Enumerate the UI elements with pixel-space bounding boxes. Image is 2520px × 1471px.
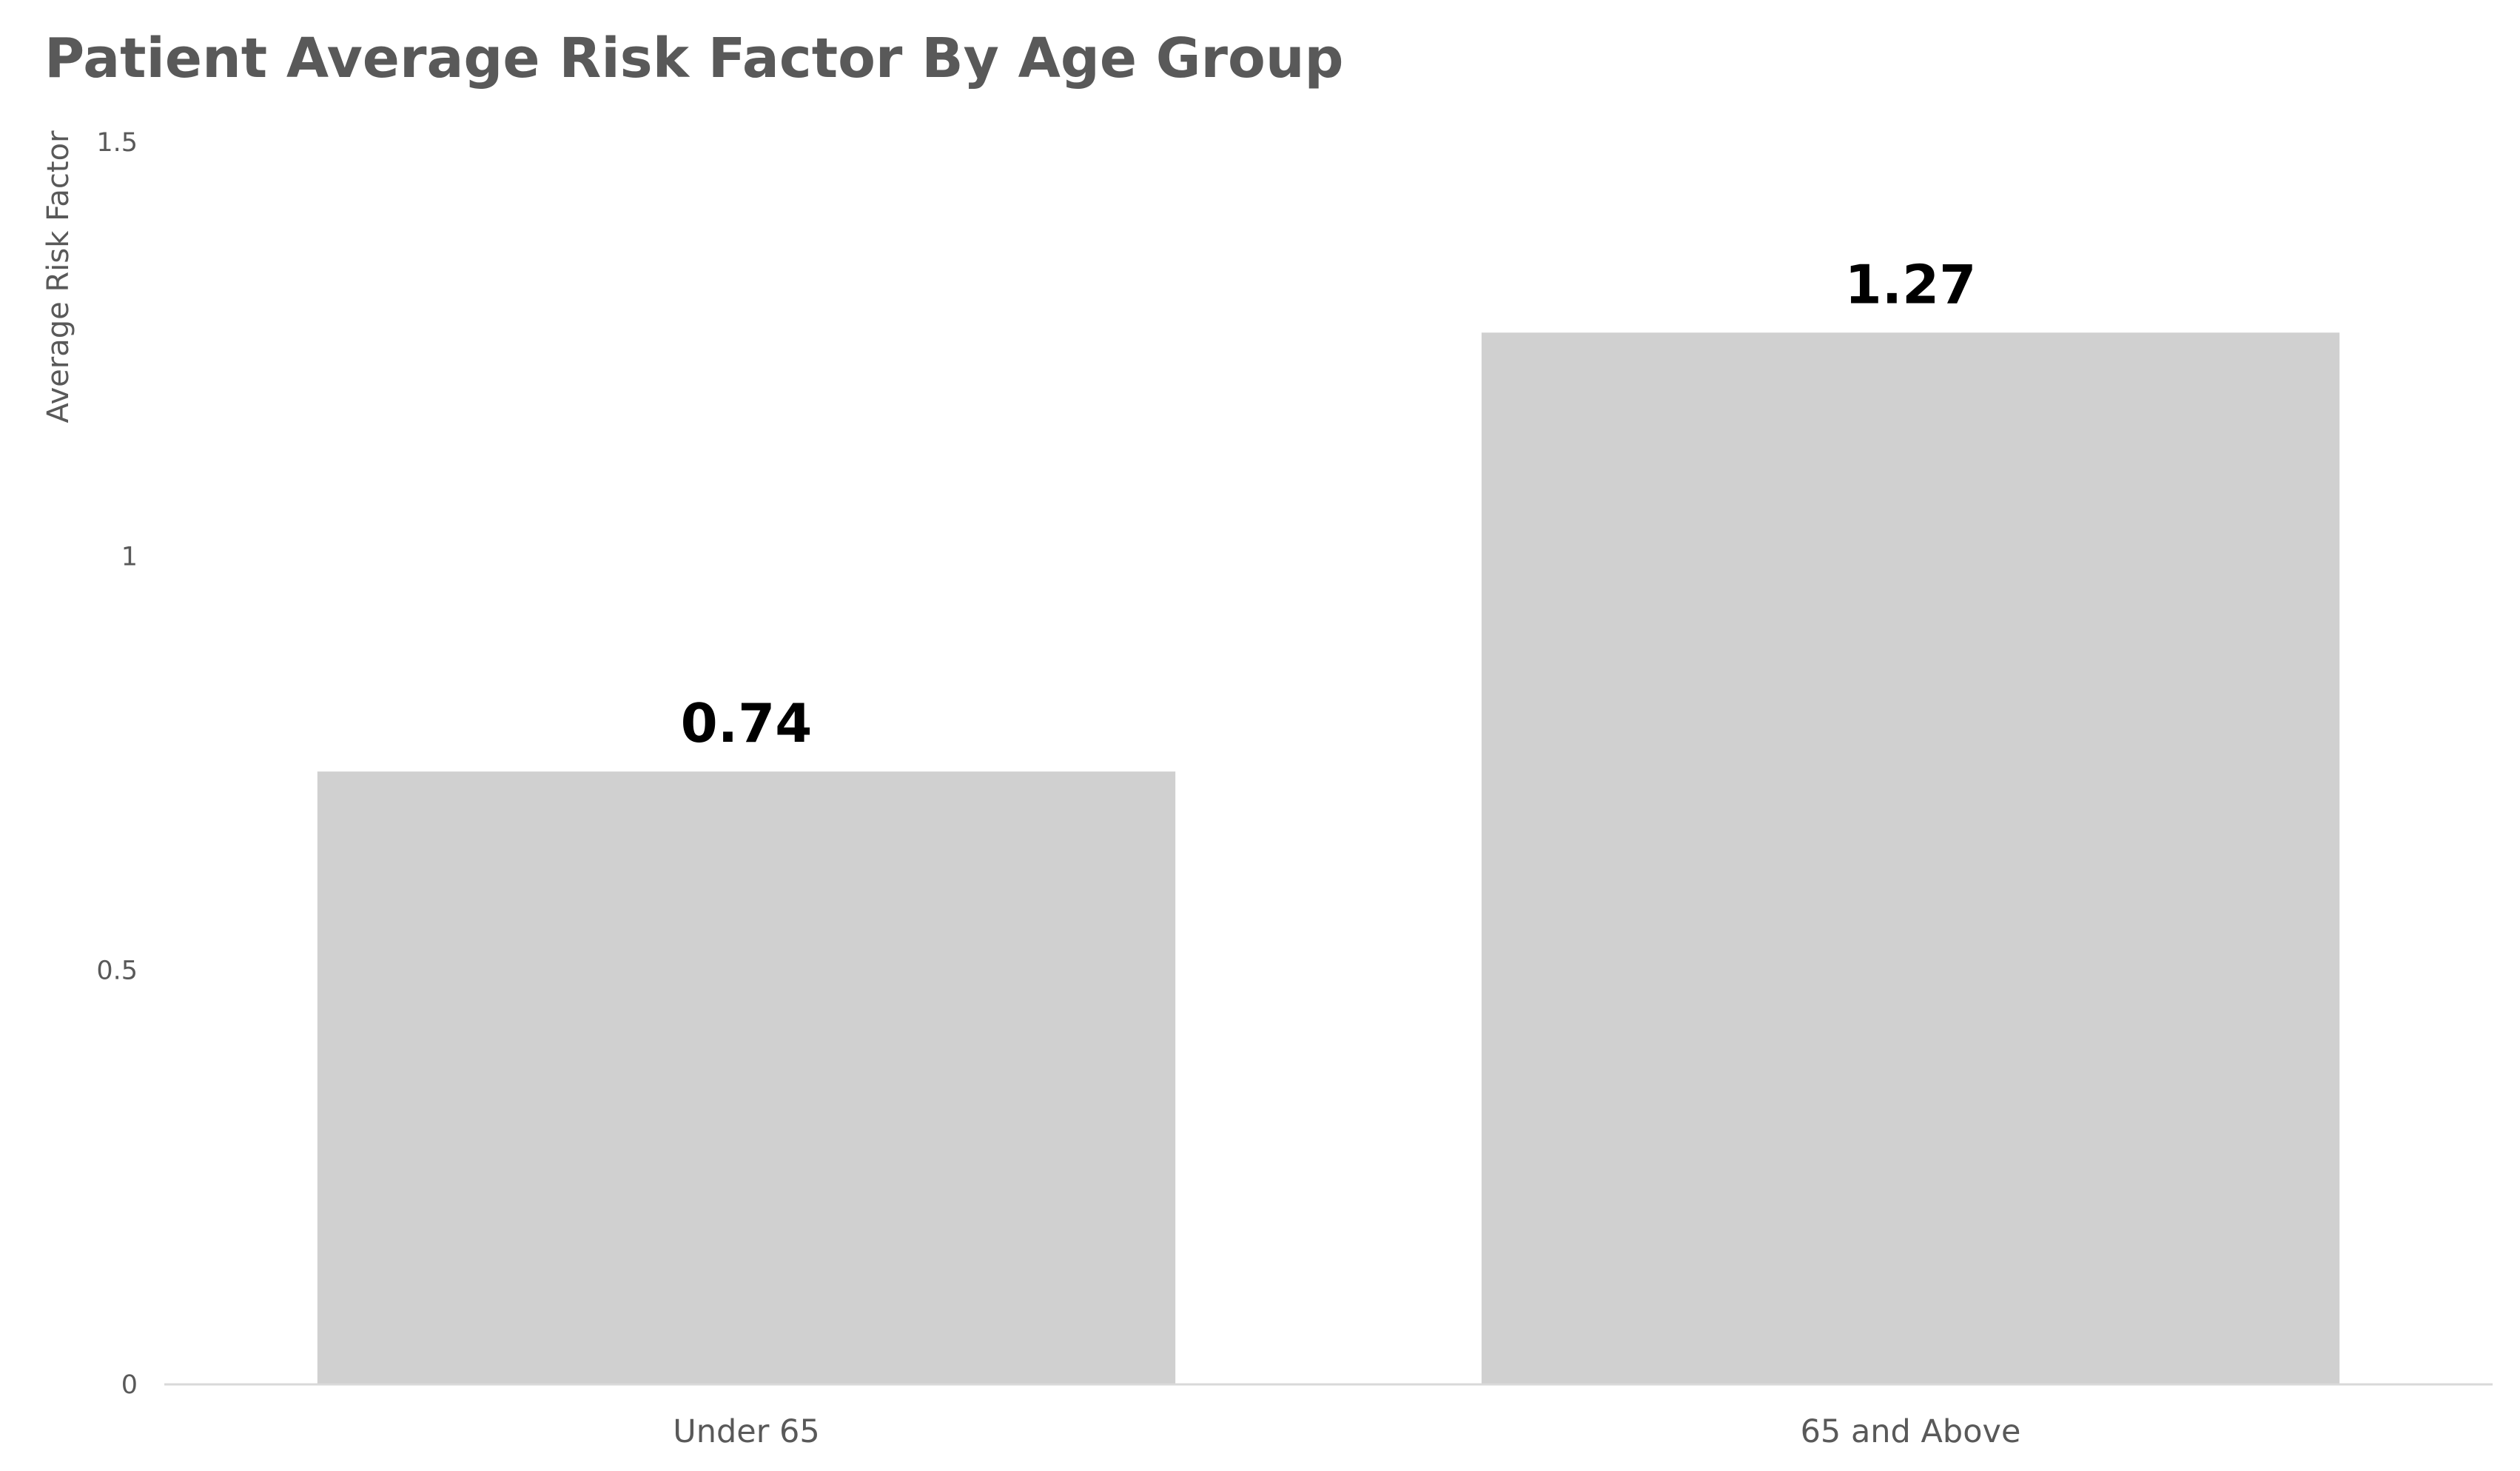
bar-data-label: 0.74 (681, 692, 813, 754)
y-axis-title: Average Risk Factor (41, 130, 75, 423)
bar (317, 771, 1176, 1384)
bar (1481, 332, 2340, 1384)
y-tick-label: 1.5 (96, 128, 138, 158)
chart-title: Patient Average Risk Factor By Age Group (44, 27, 1344, 90)
x-category-label: Under 65 (673, 1413, 820, 1450)
bar-data-label: 1.27 (1845, 253, 1977, 315)
y-tick-label: 0 (121, 1370, 138, 1400)
y-axis-tick-labels: 0 0.5 1 1.5 (96, 128, 138, 1400)
y-tick-label: 1 (121, 542, 138, 572)
data-labels: 0.74 1.27 (681, 253, 1977, 754)
y-tick-label: 0.5 (96, 956, 138, 986)
x-category-label: 65 and Above (1801, 1413, 2021, 1450)
bars (317, 332, 2340, 1384)
x-axis-category-labels: Under 65 65 and Above (673, 1413, 2020, 1450)
